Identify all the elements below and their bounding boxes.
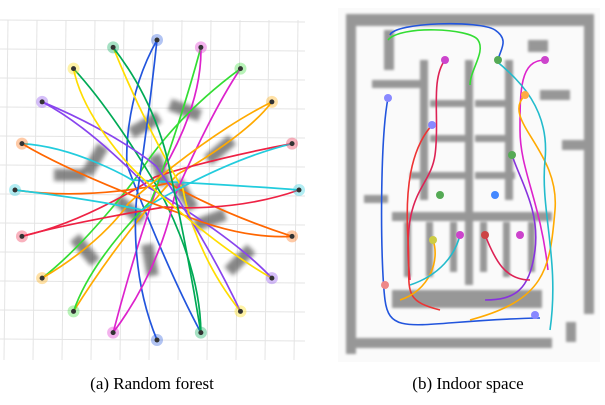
grid-line bbox=[3, 19, 9, 361]
trajectories bbox=[380, 22, 556, 331]
robot-goal bbox=[289, 233, 295, 239]
trajectory bbox=[112, 47, 242, 312]
trajectory bbox=[21, 142, 300, 191]
trajectory bbox=[14, 182, 293, 238]
trajectory bbox=[72, 68, 273, 279]
grid-line bbox=[90, 19, 96, 361]
tree-obstacle bbox=[70, 233, 100, 267]
grid-line bbox=[0, 19, 306, 23]
grid-line bbox=[32, 19, 38, 361]
robot-goal bbox=[289, 141, 295, 147]
goal-markers bbox=[381, 56, 549, 319]
robot-goal bbox=[39, 99, 45, 105]
trajectory bbox=[112, 68, 242, 334]
robot-goal bbox=[154, 337, 160, 343]
trajectory bbox=[21, 142, 293, 238]
robot-goal bbox=[19, 141, 25, 147]
grid-line bbox=[0, 338, 306, 342]
grid-line bbox=[264, 19, 270, 361]
grid-line bbox=[61, 19, 67, 361]
grid-line bbox=[206, 19, 212, 361]
robot-goal bbox=[19, 233, 25, 239]
trajectory bbox=[72, 68, 202, 333]
trajectory bbox=[72, 101, 273, 312]
robot-goal bbox=[198, 44, 204, 50]
trajectory bbox=[41, 101, 273, 279]
trajectory bbox=[112, 46, 202, 333]
robot-goal bbox=[71, 308, 77, 314]
tree-obstacle bbox=[113, 195, 147, 225]
robot-goal bbox=[154, 37, 160, 43]
indoor-space-panel bbox=[338, 8, 600, 362]
robot-goal bbox=[237, 66, 243, 72]
trajectory bbox=[125, 39, 202, 334]
grid-line bbox=[0, 309, 306, 313]
random-forest-panel bbox=[0, 19, 306, 361]
grid-line bbox=[0, 222, 306, 226]
trajectory bbox=[14, 142, 293, 211]
robot-goal bbox=[71, 66, 77, 72]
trajectory bbox=[41, 101, 273, 279]
tree-obstacle bbox=[224, 244, 256, 276]
robot-goal bbox=[12, 187, 18, 193]
caption: (a) Random forest bbox=[90, 374, 214, 393]
robot-goal bbox=[110, 44, 116, 50]
tree-obstacle bbox=[167, 98, 203, 122]
walls bbox=[346, 14, 594, 354]
robot-goal bbox=[269, 99, 275, 105]
tree-obstacle bbox=[141, 243, 159, 277]
robot-goal bbox=[39, 275, 45, 281]
tree-obstacle bbox=[192, 208, 228, 232]
trajectory bbox=[21, 189, 300, 238]
robot-goal bbox=[269, 275, 275, 281]
robot-goal bbox=[198, 330, 204, 336]
robot-goal bbox=[110, 330, 116, 336]
grid-line bbox=[0, 135, 306, 139]
tree-obstacle bbox=[54, 169, 86, 181]
robot-goal bbox=[296, 187, 302, 193]
tree-obstacle bbox=[81, 143, 109, 177]
grid-line bbox=[0, 280, 306, 284]
trajectory bbox=[72, 47, 202, 312]
robot-goal bbox=[237, 308, 243, 314]
caption: (b) Indoor space bbox=[412, 374, 523, 393]
